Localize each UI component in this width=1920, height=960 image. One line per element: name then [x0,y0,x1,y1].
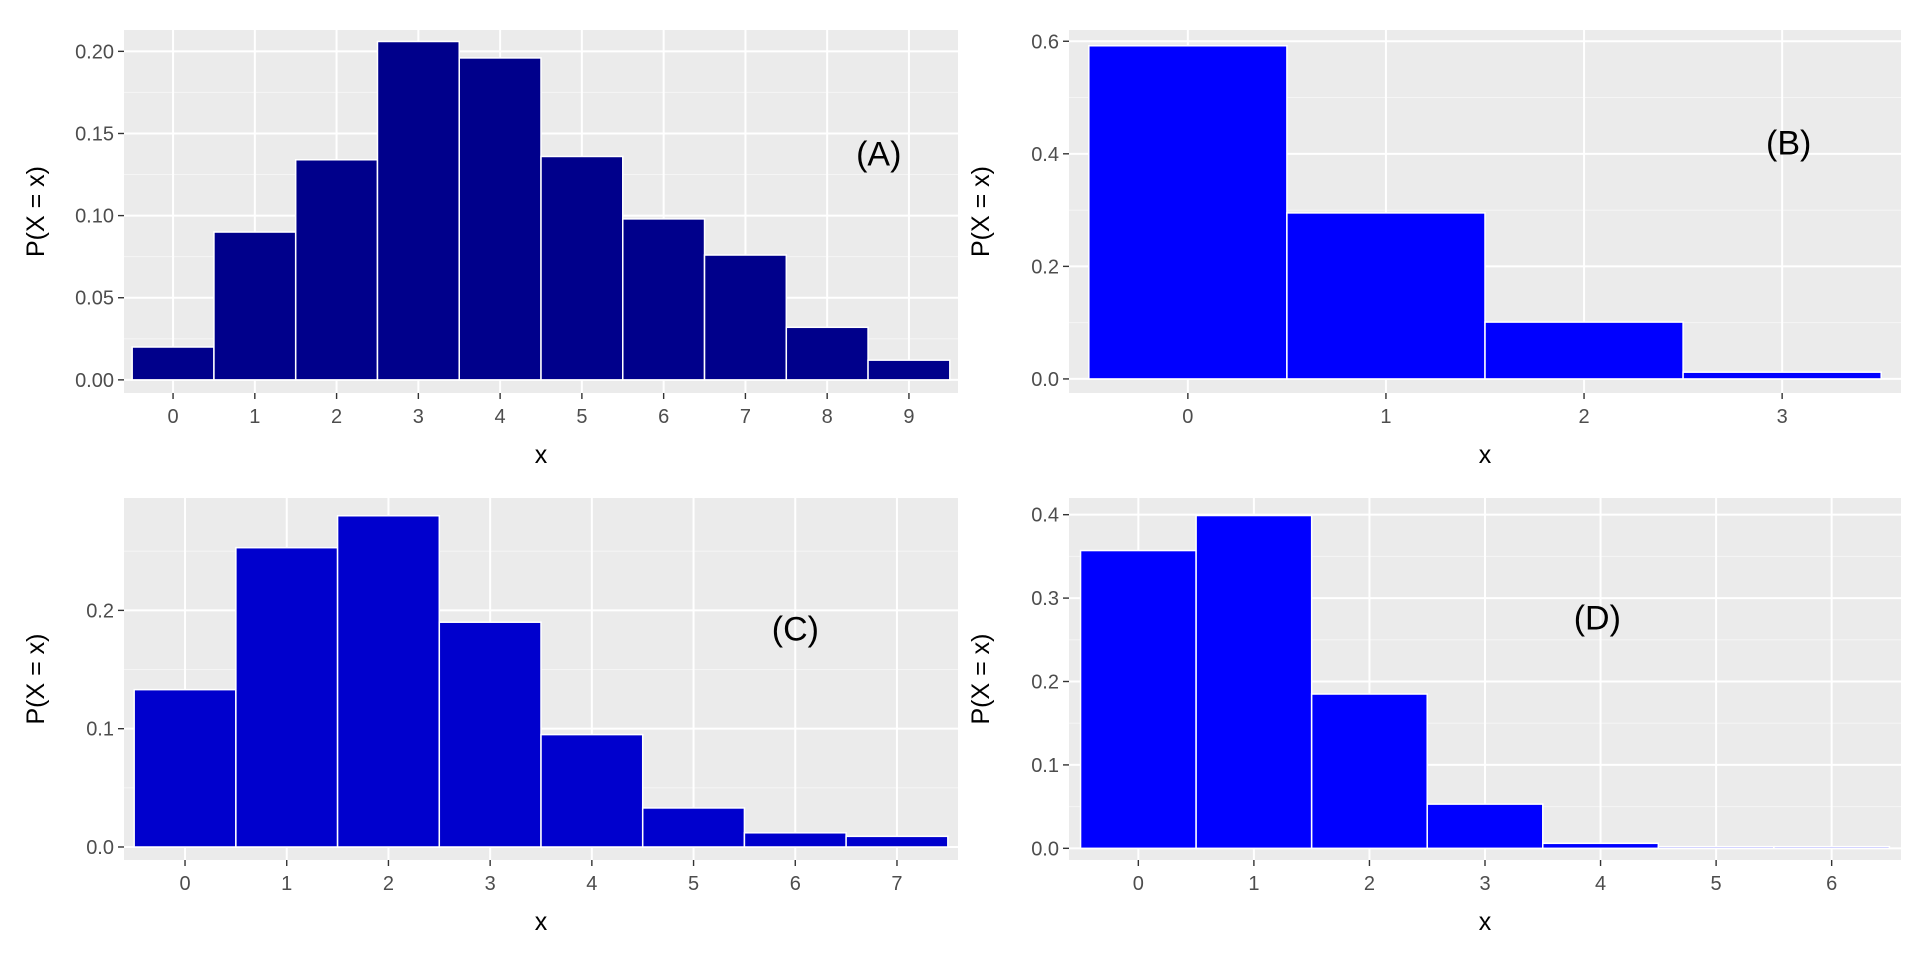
bar-x-5 [1657,845,1775,850]
x-tick-label: 5 [1711,873,1722,895]
bar-x-1 [213,231,297,381]
bar-x-7 [845,835,949,848]
y-tick-label: 0.3 [1031,588,1059,610]
y-axis-title: P(X = x) [967,166,995,257]
x-tick-label: 9 [903,406,914,428]
panel-1: 0.00 0.05 0.10 0.15 0.20 0 1 2 3 4 5 6 7 8 9 x P(X = x) (… [22,30,958,469]
bar-x-2 [336,514,441,848]
panel-label: (B) [1766,125,1811,163]
x-tick-label: 3 [413,406,424,428]
y-tick-label: 0.10 [75,206,114,228]
panel-2: 0.0 0.2 0.4 0.6 0 1 2 3 x P(X = x) (B) [967,30,1901,469]
panel-label: (D) [1574,599,1621,637]
bar-x-6 [622,218,706,381]
bar-x-3 [1682,371,1882,380]
x-tick-label: 6 [790,873,801,895]
x-tick-label: 2 [1578,406,1589,428]
y-tick-label: 0.0 [86,837,114,859]
y-tick-label: 0.00 [75,370,114,392]
y-axis-title: P(X = x) [967,634,995,725]
bar-x-1 [1286,212,1486,380]
bar-x-2 [294,159,379,381]
y-axis-title: P(X = x) [22,634,50,725]
bar-x-6 [1773,845,1891,850]
bar-x-7 [703,254,788,381]
y-tick-label: 0.2 [1031,256,1059,278]
x-tick-label: 4 [495,406,506,428]
y-tick-label: 0.1 [86,719,114,741]
x-tick-label: 2 [331,406,342,428]
x-tick-label: 6 [658,406,669,428]
bar-x-1 [235,546,339,848]
x-tick-label: 4 [1595,873,1606,895]
bar-x-9 [867,359,951,381]
x-tick-label: 7 [891,873,902,895]
y-tick-label: 0.1 [1031,755,1059,777]
bar-x-5 [641,807,746,848]
bar-x-0 [1079,549,1197,850]
y-tick-label: 0.15 [75,123,114,145]
panel-label: (C) [772,610,819,648]
x-axis-title: x [1479,908,1492,936]
y-tick-label: 0.2 [1031,672,1059,694]
panel-label: (A) [856,135,901,173]
bar-x-4 [458,57,542,381]
x-tick-label: 3 [1777,406,1788,428]
x-tick-label: 5 [576,406,587,428]
x-tick-label: 7 [740,406,751,428]
bar-x-1 [1195,514,1313,850]
y-tick-label: 0.2 [86,600,114,622]
x-tick-label: 8 [822,406,833,428]
panel-3: 0.0 0.1 0.2 0 1 2 3 4 5 6 7 x P(X = x) (C) [22,498,958,936]
x-tick-label: 0 [1133,873,1144,895]
y-tick-label: 0.05 [75,288,114,310]
y-tick-label: 0.4 [1031,505,1059,527]
x-tick-label: 3 [485,873,496,895]
x-tick-label: 1 [281,873,292,895]
bar-x-4 [1542,842,1660,850]
x-tick-label: 3 [1479,873,1490,895]
panel-4: 0.0 0.1 0.2 0.3 0.4 0 1 2 3 4 5 6 x P(X = x) (D) [967,498,1901,936]
x-tick-label: 4 [586,873,597,895]
x-axis-title: x [535,441,548,469]
bar-x-6 [743,832,847,848]
x-tick-label: 2 [1364,873,1375,895]
bar-x-8 [785,326,869,381]
bar-x-5 [540,155,624,381]
x-tick-label: 1 [249,406,260,428]
y-tick-label: 0.20 [75,41,114,63]
x-tick-label: 0 [1182,406,1193,428]
x-tick-label: 1 [1380,406,1391,428]
x-tick-label: 6 [1826,873,1837,895]
bar-x-2 [1310,693,1428,850]
bar-x-2 [1484,321,1684,380]
x-tick-label: 5 [688,873,699,895]
y-tick-label: 0.4 [1031,144,1059,166]
y-tick-label: 0.6 [1031,31,1059,53]
bar-x-3 [1426,803,1544,850]
y-tick-label: 0.0 [1031,838,1059,860]
x-axis-title: x [1479,441,1492,469]
bar-x-0 [1088,45,1288,380]
x-tick-label: 2 [383,873,394,895]
bar-x-0 [131,346,215,381]
bar-x-3 [376,40,460,381]
x-tick-label: 0 [167,406,178,428]
bar-x-4 [540,733,644,848]
y-tick-label: 0.0 [1031,369,1059,391]
x-tick-label: 0 [179,873,190,895]
y-axis-title: P(X = x) [22,166,50,257]
bar-x-3 [438,621,542,848]
x-tick-label: 1 [1248,873,1259,895]
bar-x-0 [133,688,237,848]
x-axis-title: x [535,908,548,936]
